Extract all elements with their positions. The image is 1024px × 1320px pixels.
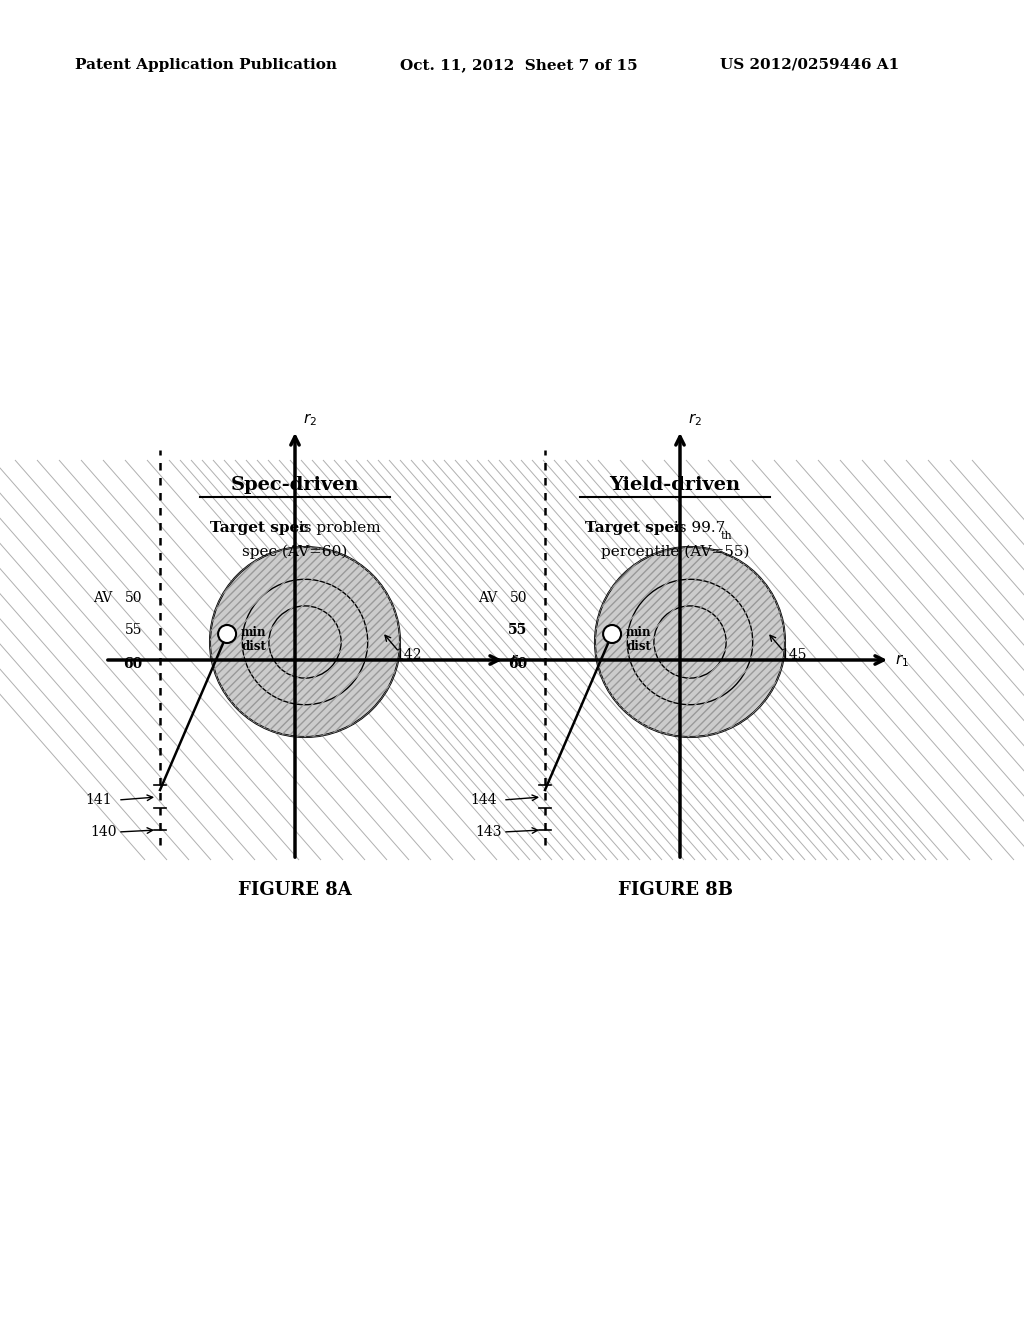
Text: is 99.7: is 99.7 [669, 521, 725, 535]
Text: 60: 60 [123, 657, 142, 671]
Text: is problem: is problem [294, 521, 381, 535]
Text: 145: 145 [780, 648, 807, 663]
Text: 144: 144 [470, 793, 497, 807]
Text: $r_2$: $r_2$ [303, 412, 317, 428]
Text: 55: 55 [125, 623, 142, 638]
Text: spec (AV=60): spec (AV=60) [243, 545, 348, 560]
Text: Target spec: Target spec [585, 521, 683, 535]
Text: 50: 50 [125, 591, 142, 605]
Text: Target spec: Target spec [210, 521, 308, 535]
Text: US 2012/0259446 A1: US 2012/0259446 A1 [720, 58, 899, 73]
Text: 143: 143 [475, 825, 502, 840]
Text: FIGURE 8B: FIGURE 8B [617, 880, 732, 899]
Text: min
dist: min dist [626, 626, 651, 653]
Text: Spec-driven: Spec-driven [230, 477, 359, 494]
Text: 60: 60 [508, 657, 527, 671]
Text: $r_1$: $r_1$ [895, 652, 909, 669]
Text: AV: AV [93, 591, 112, 605]
Circle shape [603, 624, 622, 643]
Text: 140: 140 [90, 825, 117, 840]
Text: min
dist: min dist [241, 626, 266, 653]
Circle shape [218, 624, 237, 643]
Text: FIGURE 8A: FIGURE 8A [239, 880, 352, 899]
Text: percentile (AV=55): percentile (AV=55) [601, 545, 750, 560]
Text: Oct. 11, 2012  Sheet 7 of 15: Oct. 11, 2012 Sheet 7 of 15 [400, 58, 638, 73]
Text: 141: 141 [85, 793, 112, 807]
Circle shape [210, 546, 400, 737]
Text: AV: AV [478, 591, 497, 605]
Text: $r_2$: $r_2$ [688, 412, 701, 428]
Text: 55: 55 [508, 623, 527, 638]
Text: Yield-driven: Yield-driven [609, 477, 740, 494]
Text: $r_1$: $r_1$ [510, 652, 524, 669]
Text: 142: 142 [395, 648, 422, 663]
Circle shape [595, 546, 785, 737]
Text: Patent Application Publication: Patent Application Publication [75, 58, 337, 73]
Text: th: th [721, 531, 733, 541]
Text: 50: 50 [510, 591, 527, 605]
